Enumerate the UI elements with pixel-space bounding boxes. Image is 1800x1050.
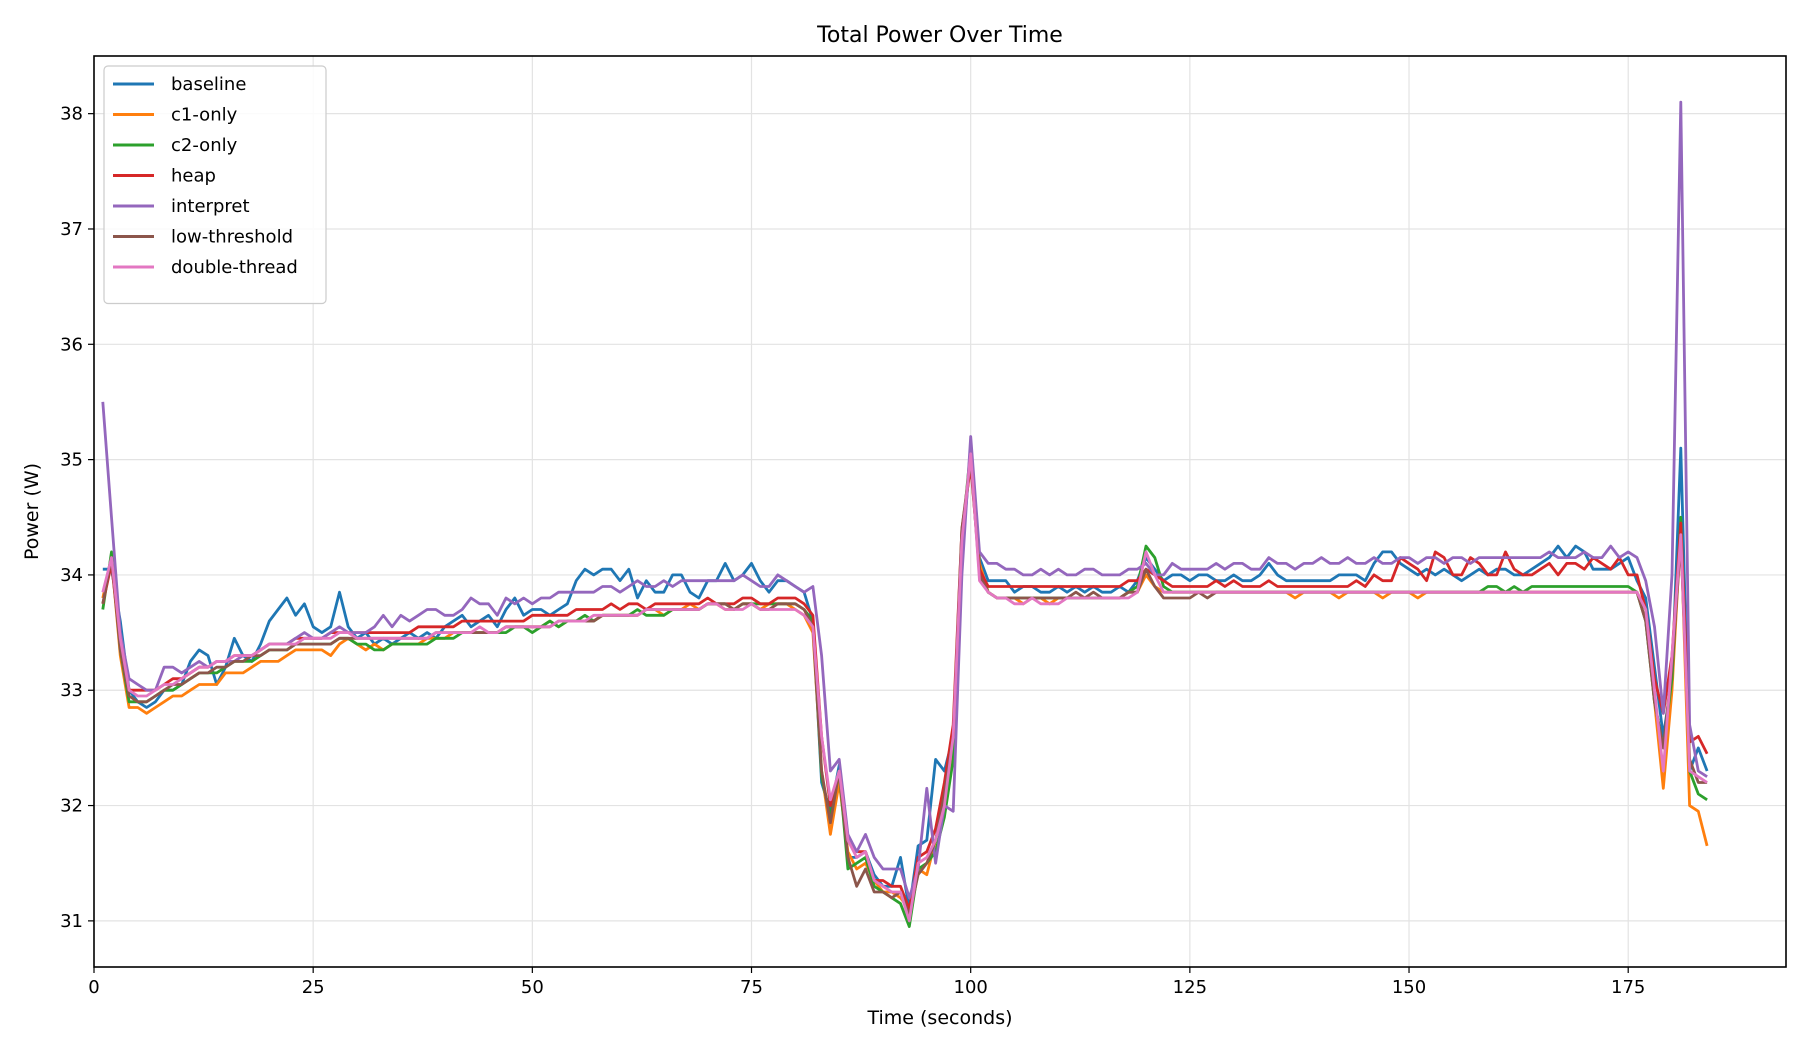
- legend-label-low-threshold: low-threshold: [171, 227, 293, 248]
- series-line-heap: [101, 464, 1709, 911]
- y-tick-label: 34: [60, 565, 83, 586]
- y-axis-label: Power (W): [21, 463, 43, 560]
- y-tick-label: 32: [60, 796, 83, 817]
- plot-frame: [93, 55, 1787, 968]
- x-tick-label: 75: [740, 977, 763, 998]
- y-tick-label: 37: [60, 219, 83, 240]
- x-axis: 0 25 50 75 100 125 150 175: [88, 967, 1645, 998]
- series-lines: [101, 100, 1709, 928]
- y-tick-label: 36: [60, 334, 83, 355]
- legend-label-c1-only: c1-only: [171, 105, 238, 126]
- series-line-interpret: [101, 100, 1708, 900]
- legend-box: [103, 65, 327, 305]
- legend: baseline c1-only c2-only heap interpret low-t…: [103, 65, 327, 305]
- y-tick-label: 38: [60, 104, 83, 125]
- x-tick-label: 25: [302, 977, 325, 998]
- x-tick-label: 150: [1392, 977, 1426, 998]
- y-axis: 31 32 33 34 35 36 37 38: [60, 104, 94, 932]
- series-line-low-threshold: [101, 458, 1708, 917]
- y-tick-label: 31: [60, 911, 83, 932]
- series-line-baseline: [102, 446, 1709, 911]
- y-tick-label: 33: [60, 680, 83, 701]
- legend-label-interpret: interpret: [171, 196, 250, 217]
- y-tick-label: 35: [60, 450, 83, 471]
- grid: [93, 56, 1786, 967]
- legend-label-double-thread: double-thread: [171, 257, 298, 278]
- x-tick-label: 100: [954, 977, 988, 998]
- series-line-c1-only: [101, 458, 1709, 911]
- legend-label-baseline: baseline: [171, 74, 246, 95]
- series-line-double-thread: [101, 452, 1708, 923]
- legend-label-heap: heap: [171, 166, 216, 187]
- series-line-c2-only: [101, 446, 1708, 928]
- legend-label-c2-only: c2-only: [171, 135, 238, 156]
- x-tick-label: 0: [88, 977, 99, 998]
- x-tick-label: 50: [521, 977, 544, 998]
- chart-title: Total Power Over Time: [816, 23, 1063, 48]
- x-tick-label: 125: [1173, 977, 1207, 998]
- x-tick-label: 175: [1611, 977, 1645, 998]
- x-axis-label: Time (seconds): [866, 1007, 1012, 1029]
